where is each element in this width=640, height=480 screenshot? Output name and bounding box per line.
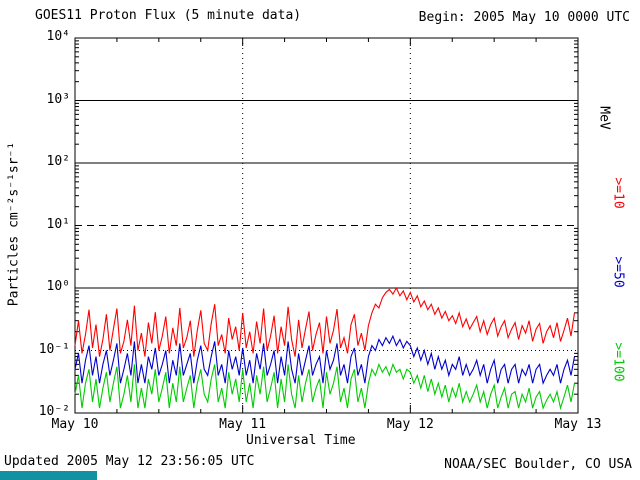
series->=50 MeV	[74, 334, 576, 386]
right-axis-label: MeV	[596, 106, 612, 130]
x-tick-label: May 10	[51, 417, 99, 432]
right-axis-label: >=100	[610, 342, 626, 382]
y-tick-label: 10²	[46, 154, 70, 169]
right-axis-label: >=50	[610, 256, 626, 288]
x-tick-label: May 13	[554, 417, 602, 432]
y-tick-label: 10¹	[46, 216, 70, 232]
y-tick-label: 10³	[46, 91, 70, 107]
series->=100 MeV	[74, 362, 576, 411]
x-axis-title: Universal Time	[246, 433, 356, 448]
y-tick-label: 10⁴	[46, 29, 70, 44]
y-tick-label: 10⁻¹	[38, 341, 70, 357]
x-tick-label: May 12	[386, 417, 434, 432]
y-tick-label: 10⁻²	[38, 404, 70, 419]
begin-timestamp: Begin: 2005 May 10 0000 UTC	[418, 10, 630, 25]
chart-title: GOES11 Proton Flux (5 minute data)	[35, 8, 302, 23]
status-bar-fragment	[0, 471, 97, 480]
right-axis-label: >=10	[610, 177, 626, 209]
y-tick-label: 10⁰	[46, 279, 70, 294]
source-credit: NOAA/SEC Boulder, CO USA	[444, 457, 632, 472]
series->=10 MeV	[74, 286, 576, 357]
updated-timestamp: Updated 2005 May 12 23:56:05 UTC	[4, 454, 255, 469]
y-axis-title: Particles cm⁻²s⁻¹sr⁻¹	[6, 141, 22, 307]
x-tick-label: May 11	[219, 417, 267, 432]
